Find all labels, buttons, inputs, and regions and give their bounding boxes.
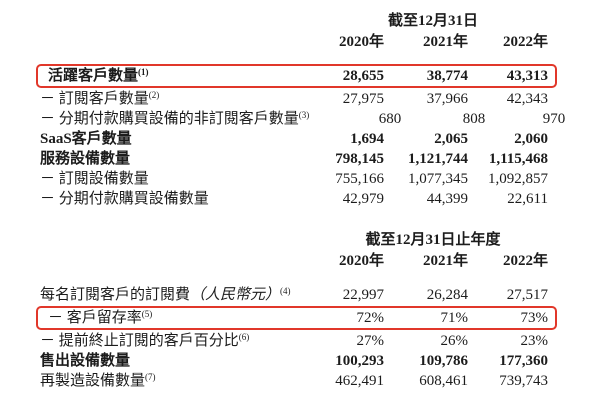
table-row-devices-sold: 售出設備數量 100,293 109,786 177,360: [36, 351, 557, 371]
row-label-text: SaaS客戶數量: [40, 131, 132, 147]
value-2020: 680: [378, 111, 402, 127]
value-2022: 43,313: [506, 68, 548, 84]
row-label-italic: （人民幣元）: [190, 287, 281, 303]
year-header-2022: 2022年: [502, 253, 548, 269]
value-2020: 22,997: [342, 287, 384, 303]
row-label-text: － 訂閱設備數量: [40, 171, 149, 187]
table-row-customer-retention-rate: － 客戶留存率(5) 72% 71% 73%: [36, 306, 557, 330]
value-2020: 27%: [356, 333, 385, 349]
row-label: － 客戶留存率(5): [48, 309, 292, 327]
table-row-installment-purchase-devices: － 分期付款購買設備數量 42,979 44,399 22,611: [36, 189, 557, 209]
row-label: － 提前終止訂閱的客戶百分比(6): [40, 332, 292, 350]
year-header-2021: 2021年: [422, 34, 468, 50]
value-2020: 462,491: [335, 373, 384, 389]
value-2021: 44,399: [426, 191, 468, 207]
years-header-row: 2020年 2021年 2022年: [36, 32, 557, 52]
row-label-text: 再製造設備數量: [40, 373, 146, 389]
value-2021: 26%: [440, 333, 469, 349]
table-row-early-termination-percentage: － 提前終止訂閱的客戶百分比(6) 27% 26% 23%: [36, 331, 557, 351]
row-label-text: 活躍客戶數量: [48, 68, 139, 84]
value-2022: 177,360: [499, 353, 548, 369]
row-label-text: 售出設備數量: [40, 353, 131, 369]
value-2022: 1,092,857: [488, 171, 548, 187]
value-2022: 23%: [520, 333, 549, 349]
metrics-table-year-ended: 截至12月31日止年度 2020年 2021年 2022年 每名訂閱客戶的訂閱費…: [36, 229, 557, 391]
table-row-subscription-devices: － 訂閱設備數量 755,166 1,077,345 1,092,857: [36, 169, 557, 189]
row-label-text: － 分期付款購買設備的非訂閱客戶數量: [40, 111, 299, 127]
footnote-marker: (1): [138, 67, 149, 77]
row-label-text: － 訂閱客戶數量: [40, 91, 149, 107]
row-label: SaaS客戶數量: [40, 131, 292, 147]
value-2022: 2,060: [514, 131, 548, 147]
year-header-2020: 2020年: [338, 253, 384, 269]
row-label: － 分期付款購買設備數量: [40, 191, 292, 207]
value-2022: 739,743: [499, 373, 548, 389]
value-2022: 27,517: [506, 287, 548, 303]
value-2021: 1,121,744: [408, 151, 468, 167]
value-2020: 100,293: [335, 353, 384, 369]
value-2022: 42,343: [506, 91, 548, 107]
row-label-text: － 分期付款購買設備數量: [40, 191, 209, 207]
table-row-saas-customers: SaaS客戶數量 1,694 2,065 2,060: [36, 129, 557, 149]
value-2020: 72%: [356, 310, 385, 326]
value-2021: 808: [462, 111, 486, 127]
value-2021: 71%: [440, 310, 469, 326]
row-label: 售出設備數量: [40, 353, 292, 369]
footnote-marker: (4): [280, 286, 291, 296]
row-label-text: － 提前終止訂閱的客戶百分比: [40, 333, 239, 349]
year-header-2022: 2022年: [502, 34, 548, 50]
year-header-2020: 2020年: [338, 34, 384, 50]
period-header: 截至12月31日止年度: [365, 232, 501, 248]
value-2020: 28,655: [342, 68, 384, 84]
row-label: － 分期付款購買設備的非訂閱客戶數量(3): [40, 110, 310, 128]
footnote-marker: (7): [145, 372, 156, 382]
period-header: 截至12月31日: [387, 13, 478, 29]
row-label: － 訂閱客戶數量(2): [40, 90, 292, 108]
footnote-marker: (5): [141, 309, 153, 319]
value-2021: 608,461: [419, 373, 468, 389]
value-2020: 42,979: [342, 191, 384, 207]
value-2021: 37,966: [426, 91, 468, 107]
value-2022: 1,115,468: [488, 151, 548, 167]
value-2021: 26,284: [426, 287, 468, 303]
value-2021: 1,077,345: [408, 171, 468, 187]
table-row-subscription-fee-per-customer: 每名訂閱客戶的訂閱費（人民幣元）(4) 22,997 26,284 27,517: [36, 285, 557, 305]
table-row-installment-nonsubscription-customers: － 分期付款購買設備的非訂閱客戶數量(3) 680 808 970: [36, 109, 565, 129]
value-2022: 970: [542, 111, 566, 127]
row-label: 再製造設備數量(7): [40, 372, 292, 390]
row-label-text: 服務設備數量: [40, 151, 131, 167]
table-row-active-customers: 活躍客戶數量(1) 28,655 38,774 43,313: [36, 64, 557, 88]
value-2020: 798,145: [335, 151, 384, 167]
metrics-table-period-end: 截至12月31日 2020年 2021年 2022年 活躍客戶數量(1) 28,…: [36, 10, 565, 209]
row-label: 活躍客戶數量(1): [48, 67, 292, 85]
footnote-marker: (3): [298, 110, 310, 120]
row-label-text: 每名訂閱客戶的訂閱費: [40, 287, 191, 303]
value-2022: 22,611: [507, 191, 548, 207]
value-2020: 755,166: [335, 171, 384, 187]
row-label: － 訂閱設備數量: [40, 171, 292, 187]
period-header-row: 截至12月31日: [36, 10, 557, 32]
value-2020: 1,694: [350, 131, 384, 147]
year-header-2021: 2021年: [422, 253, 468, 269]
period-header-row: 截至12月31日止年度: [36, 229, 557, 251]
table-row-service-devices: 服務設備數量 798,145 1,121,744 1,115,468: [36, 149, 557, 169]
value-2021: 38,774: [426, 68, 468, 84]
row-label: 服務設備數量: [40, 151, 292, 167]
table-row-subscription-customers: － 訂閱客戶數量(2) 27,975 37,966 42,343: [36, 89, 557, 109]
row-label-text: － 客戶留存率: [48, 310, 142, 326]
years-header-row: 2020年 2021年 2022年: [36, 251, 557, 271]
value-2022: 73%: [520, 310, 549, 326]
document-page: 截至12月31日 2020年 2021年 2022年 活躍客戶數量(1) 28,…: [36, 10, 565, 391]
value-2021: 109,786: [419, 353, 468, 369]
value-2020: 27,975: [342, 91, 384, 107]
row-label: 每名訂閱客戶的訂閱費（人民幣元）(4): [40, 286, 292, 304]
footnote-marker: (6): [238, 332, 250, 342]
footnote-marker: (2): [148, 90, 160, 100]
value-2021: 2,065: [434, 131, 468, 147]
table-row-remanufactured-devices: 再製造設備數量(7) 462,491 608,461 739,743: [36, 371, 557, 391]
